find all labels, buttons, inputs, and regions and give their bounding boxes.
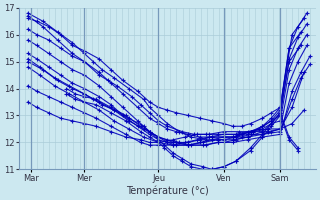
X-axis label: Température (°c): Température (°c)	[126, 185, 209, 196]
